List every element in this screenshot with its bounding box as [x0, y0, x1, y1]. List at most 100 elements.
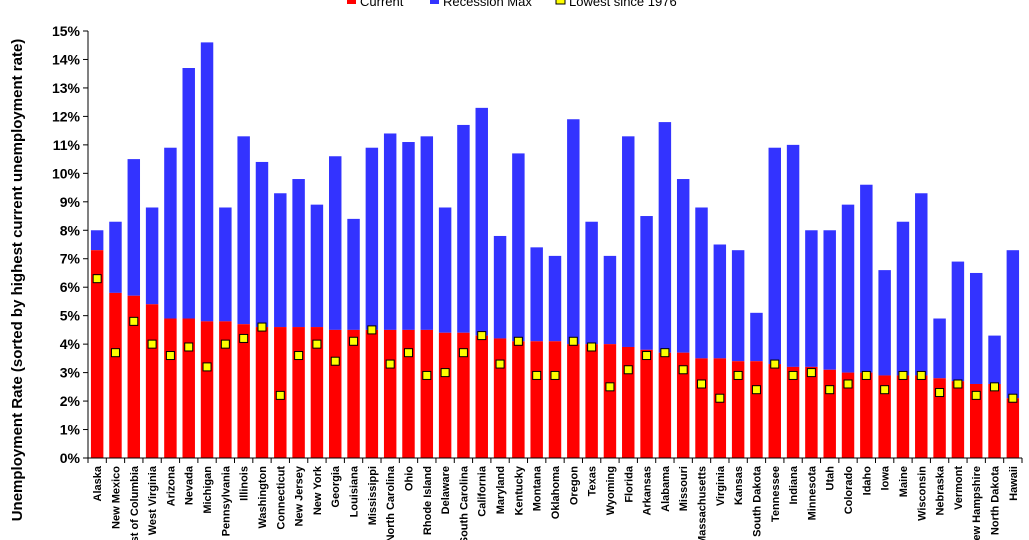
x-tick-label: Tennessee [770, 466, 782, 522]
bar-current [915, 375, 928, 458]
bar-recession-max [109, 221, 122, 293]
x-tick-label: Utah [825, 466, 837, 491]
x-tick-label: New York [312, 465, 324, 515]
bar-current [255, 327, 269, 458]
bar-current [731, 361, 745, 458]
bar-recession-max [823, 230, 836, 370]
x-tick-label: Ohio [403, 466, 415, 491]
x-tick-label: West Virginia [147, 465, 159, 535]
x-tick-label: Oregon [568, 466, 580, 505]
bar-current [347, 329, 360, 458]
bar-recession-max [603, 255, 617, 345]
y-axis-title: Unemployment Rate (sorted by highest cur… [9, 39, 26, 522]
bar-recession-max [786, 144, 800, 367]
marker-lowest [184, 342, 194, 352]
x-tick-label: Louisiana [349, 465, 361, 517]
marker-lowest [678, 365, 688, 375]
bar-recession-max [750, 312, 763, 362]
marker-lowest [1008, 393, 1018, 403]
bar-current [640, 349, 653, 458]
marker-lowest [605, 382, 615, 392]
marker-lowest [623, 365, 633, 375]
x-tick-label: Kansas [733, 466, 745, 505]
bar-current [90, 250, 104, 458]
marker-lowest [513, 336, 523, 346]
marker-lowest [953, 379, 963, 389]
bar-recession-max [676, 179, 690, 353]
y-tick-label: 15% [52, 23, 81, 39]
marker-lowest [257, 322, 267, 332]
x-tick-label: New Hampshire [971, 466, 983, 540]
marker-lowest [129, 316, 139, 326]
y-tick-label: 14% [52, 51, 81, 67]
bar-recession-max [255, 161, 269, 328]
x-tick-label: Maine [898, 466, 910, 497]
bar-recession-max [90, 230, 104, 251]
bar-recession-max [365, 147, 379, 330]
marker-lowest [660, 348, 670, 358]
bar-recession-max [383, 133, 397, 330]
bar-recession-max [713, 244, 727, 359]
x-tick-label: Michigan [202, 466, 214, 514]
marker-lowest [715, 393, 725, 403]
marker-lowest [825, 385, 835, 395]
bar-recession-max [805, 230, 818, 367]
y-tick-label: 7% [60, 251, 81, 267]
x-tick-label: Vermont [953, 466, 965, 510]
bar-recession-max [493, 235, 507, 339]
x-tick-label: Nebraska [935, 465, 947, 515]
marker-lowest [697, 379, 707, 389]
bar-recession-max [640, 216, 653, 350]
x-tick-label: Alaska [92, 465, 104, 501]
marker-lowest [440, 368, 450, 378]
bar-current [878, 375, 891, 458]
bar-current [109, 292, 122, 458]
x-tick-label: Maryland [495, 466, 507, 514]
marker-lowest [495, 359, 505, 369]
legend-label: Current [360, 0, 404, 9]
marker-lowest [788, 370, 798, 380]
x-tick-label: North Carolina [385, 465, 397, 540]
x-tick-label: Colorado [843, 466, 855, 515]
bar-current [548, 341, 562, 458]
x-tick-label: Indiana [788, 465, 800, 504]
x-tick-label: Missouri [678, 466, 690, 511]
chart-legend: Current Recession Max Lowest since 1976 [347, 0, 677, 9]
bar-current [750, 361, 763, 458]
y-tick-label: 2% [60, 393, 81, 409]
bar-current [695, 358, 708, 458]
bar-current [475, 335, 488, 458]
y-tick-label: 1% [60, 422, 81, 438]
x-tick-label: New Jersey [294, 465, 306, 526]
bar-recession-max [548, 255, 562, 342]
marker-lowest [477, 331, 487, 341]
bar-current [768, 364, 781, 458]
bar-current [512, 341, 525, 458]
marker-lowest [898, 370, 908, 380]
bar-current [786, 366, 800, 458]
bar-recession-max [182, 68, 195, 319]
x-tick-label: Rhode Island [422, 466, 434, 535]
bar-current [200, 321, 214, 458]
bar-recession-max [127, 159, 141, 296]
y-tick-label: 8% [60, 222, 81, 238]
bar-recession-max [988, 335, 1001, 384]
x-tick-label: Virginia [715, 465, 727, 506]
legend-label: Lowest since 1976 [569, 0, 677, 9]
bar-current [237, 324, 250, 458]
x-tick-label: Oklahoma [550, 465, 562, 519]
marker-lowest [110, 348, 120, 358]
x-tick-label: South Dakota [751, 465, 763, 537]
bar-recession-max [969, 272, 983, 384]
bar-recession-max [292, 179, 305, 328]
x-tick-label: Arkansas [642, 466, 654, 516]
bar-current [219, 321, 232, 458]
x-tick-label: North Dakota [990, 465, 1002, 535]
marker-lowest [642, 351, 652, 361]
bar-current [951, 381, 965, 458]
bar-current [457, 332, 470, 458]
y-tick-label: 5% [60, 308, 81, 324]
bar-current [292, 327, 305, 458]
marker-lowest [220, 339, 230, 349]
bar-recession-max [347, 218, 360, 330]
